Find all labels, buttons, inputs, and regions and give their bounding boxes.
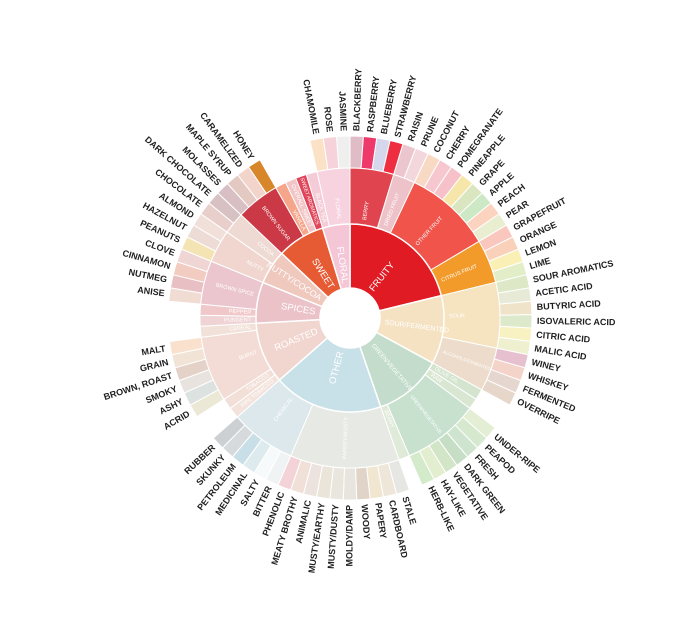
label-musty-dusty: MUSTY/DUSTY	[326, 504, 341, 569]
label-cereal-mid: CEREAL	[229, 325, 251, 333]
label-pungent-mid: PUNGENT	[224, 317, 252, 324]
label-stale: STALE	[400, 495, 418, 526]
segment-moldy-damp	[342, 467, 358, 501]
label-blackberry: BLACKBERRY	[351, 68, 363, 131]
label-grain: GRAIN	[139, 357, 170, 374]
label-chamomile: CHAMOMILE	[301, 79, 321, 135]
segment-butyric-acid	[498, 300, 533, 316]
label-butyric-acid: BUTYRIC ACID	[536, 298, 601, 312]
label-pepper-mid: PEPPER	[229, 309, 252, 316]
label-berry-mid: BERRY	[362, 201, 371, 221]
label-floral-category: FLORAL	[334, 246, 350, 284]
label-moldy-damp: MOLDY/DAMP	[344, 505, 354, 567]
label-citric-acid: CITRIC ACID	[536, 330, 591, 345]
label-anise: ANISE	[137, 285, 166, 298]
label-sour-mid: SOUR	[449, 313, 465, 319]
label-acetic-acid: ACETIC ACID	[535, 281, 594, 298]
label-isovaleric-acid: ISOVALERIC ACID	[537, 316, 616, 327]
label-floral-mid: FLORAL	[333, 198, 341, 220]
wheel-center	[320, 288, 380, 348]
label-nutmeg: NUTMEG	[128, 267, 168, 285]
label-malt: MALT	[141, 343, 167, 357]
label-jasmine: JASMINE	[337, 91, 348, 131]
wheel-segments	[168, 135, 533, 501]
label-lime: LIME	[528, 256, 551, 272]
label-raspberry: RASPBERRY	[365, 76, 381, 133]
segment-jasmine	[336, 135, 351, 169]
label-papery-musty-mid: PAPERY/MUSTY	[342, 417, 350, 460]
label-papery: PAPERY	[373, 502, 388, 539]
label-woody: WOODY	[359, 504, 372, 540]
segment-isovaleric-acid	[499, 314, 533, 329]
label-rose: ROSE	[322, 106, 335, 132]
